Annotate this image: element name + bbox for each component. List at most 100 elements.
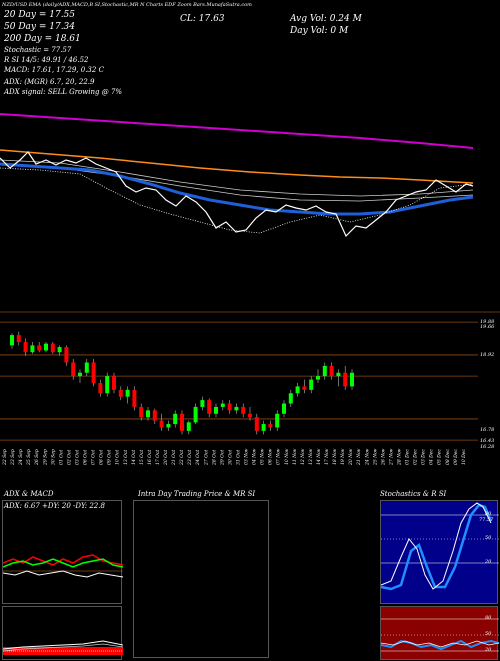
date-tick-label: 14 Oct bbox=[131, 450, 137, 465]
candle-body bbox=[193, 406, 198, 423]
candle-body bbox=[16, 335, 21, 342]
candle-body bbox=[316, 376, 320, 380]
mr-title: Intra Day Trading Price & MR SI bbox=[138, 490, 256, 498]
day-volume-label: Day Vol: 0 M bbox=[290, 26, 349, 36]
date-tick-label: 29 Sep bbox=[42, 449, 48, 466]
candle-body bbox=[105, 376, 110, 394]
date-tick-label: 04 Dec bbox=[429, 449, 435, 465]
date-tick-label: 30 Oct bbox=[227, 450, 233, 465]
candle-body bbox=[214, 406, 218, 414]
date-tick-label: 14 Nov bbox=[316, 448, 322, 465]
price-level-label: 16.28 bbox=[480, 444, 495, 450]
date-tick-label: 23 Oct bbox=[187, 450, 193, 466]
candle-body bbox=[57, 347, 62, 353]
date-tick-label: 03 Nov bbox=[244, 448, 250, 465]
header-info-line: NZD/USD EMA (daily/ADX,MACD,B SI,Stochas… bbox=[2, 2, 252, 8]
ema200-label: 200 Day = 18.61 bbox=[4, 34, 81, 44]
candle-body bbox=[64, 347, 69, 363]
price-level-label: 18.92 bbox=[480, 352, 495, 358]
date-tick-label: 11 Nov bbox=[292, 448, 298, 465]
date-tick-label: 21 Oct bbox=[171, 450, 177, 466]
candle-body bbox=[282, 403, 286, 414]
price-level-label: 16.78 bbox=[480, 427, 495, 433]
date-tick-label: 05 Nov bbox=[260, 448, 266, 465]
candle-body bbox=[173, 413, 178, 425]
date-tick-label: 04 Nov bbox=[252, 448, 258, 465]
date-tick-label: 24 Nov bbox=[364, 448, 370, 466]
candle-body bbox=[91, 362, 96, 383]
date-tick-label: 02 Oct bbox=[66, 450, 72, 465]
stoch-tick: 50 bbox=[485, 535, 492, 541]
close-price-label: CL: 17.63 bbox=[180, 14, 225, 24]
date-tick-label: 22 Sep bbox=[2, 449, 8, 466]
ema-secondary-line bbox=[0, 159, 474, 197]
main-price-chart: 22 Sep 23 Sep 24 Sep 25 Sep 26 Sep 29 Sep 30 S… bbox=[0, 113, 500, 466]
candle-body bbox=[220, 403, 225, 407]
candle-body bbox=[30, 345, 35, 353]
candle-body bbox=[71, 362, 76, 377]
date-tick-label: 08 Oct bbox=[99, 450, 105, 465]
candle-body bbox=[302, 386, 307, 390]
date-tick-label: 28 Nov bbox=[396, 448, 402, 466]
date-tick-label: 29 Oct bbox=[219, 450, 225, 466]
candle-body bbox=[343, 372, 348, 387]
date-tick-label: 21 Nov bbox=[356, 448, 362, 466]
date-tick-label: 09 Dec bbox=[453, 449, 459, 465]
macd-label: MACD: 17.61, 17.29, 0.32 C bbox=[4, 66, 104, 74]
candle-body bbox=[159, 420, 164, 428]
date-tick-label: 12 Nov bbox=[300, 448, 306, 465]
date-tick-label: 30 Sep bbox=[50, 449, 56, 465]
candle-body bbox=[166, 424, 171, 428]
adx-values: ADX: 6.67 +DY: 20 -DY: 22.8 bbox=[4, 502, 105, 510]
candle-body bbox=[132, 389, 137, 407]
macd-panel bbox=[2, 606, 123, 660]
date-tick-label: 01 Dec bbox=[405, 449, 411, 465]
date-tick-label: 08 Dec bbox=[445, 449, 451, 465]
candle-body bbox=[288, 393, 293, 404]
ema200-line bbox=[0, 113, 474, 149]
date-tick-label: 24 Oct bbox=[195, 450, 201, 466]
candle-body bbox=[112, 376, 116, 390]
price-level-label: 19.88 bbox=[480, 319, 495, 325]
date-tick-label: 26 Sep bbox=[34, 449, 40, 466]
candle-body bbox=[295, 386, 300, 394]
ema20-label: 20 Day = 17.55 bbox=[4, 10, 76, 20]
date-tick-label: 19 Nov bbox=[340, 448, 346, 465]
date-tick-label: 22 Oct bbox=[179, 450, 185, 466]
candle-body bbox=[50, 343, 55, 353]
candle-body bbox=[275, 413, 280, 428]
date-tick-label: 10 Oct bbox=[115, 450, 121, 465]
price-level-label: 19.66 bbox=[480, 324, 495, 330]
date-tick-label: 15 Oct bbox=[139, 450, 145, 465]
candle-body bbox=[186, 422, 191, 431]
adx-lines bbox=[3, 554, 123, 578]
rsi-tick: 80 bbox=[485, 615, 492, 621]
ema50-line bbox=[0, 149, 474, 184]
stochastic-panel: 80 50 20 77.57 bbox=[380, 500, 499, 604]
candle-body bbox=[180, 413, 184, 431]
date-tick-label: 03 Dec bbox=[421, 449, 427, 465]
date-tick-label: 23 Sep bbox=[10, 449, 16, 466]
date-tick-label: 24 Sep bbox=[18, 449, 24, 466]
candle-body bbox=[23, 341, 28, 353]
candle-body bbox=[44, 343, 48, 351]
ema50-label: 50 Day = 17.34 bbox=[4, 22, 76, 32]
candle-body bbox=[98, 383, 103, 394]
date-tick-label: 20 Nov bbox=[348, 448, 354, 466]
candle-body bbox=[254, 417, 259, 431]
date-tick-label: 06 Nov bbox=[268, 448, 274, 465]
date-tick-label: 27 Oct bbox=[203, 450, 209, 466]
date-tick-label: 10 Nov bbox=[284, 448, 290, 465]
candle-body bbox=[78, 372, 82, 377]
avg-volume-label: Avg Vol: 0.24 M bbox=[290, 14, 362, 24]
date-tick-label: 31 Oct bbox=[235, 450, 241, 465]
adx-label: ADX: (MGR) 6.7, 20, 22.9 bbox=[4, 78, 95, 86]
ema20-line bbox=[0, 162, 474, 216]
rsi-tick: 50 bbox=[485, 631, 492, 637]
date-tick-label: 17 Oct bbox=[155, 450, 161, 465]
date-tick-label: 06 Oct bbox=[83, 450, 89, 465]
candle-body bbox=[336, 372, 341, 377]
stochastic-lines bbox=[381, 502, 499, 591]
candle-body bbox=[227, 403, 232, 411]
date-tick-label: 17 Nov bbox=[324, 448, 330, 465]
